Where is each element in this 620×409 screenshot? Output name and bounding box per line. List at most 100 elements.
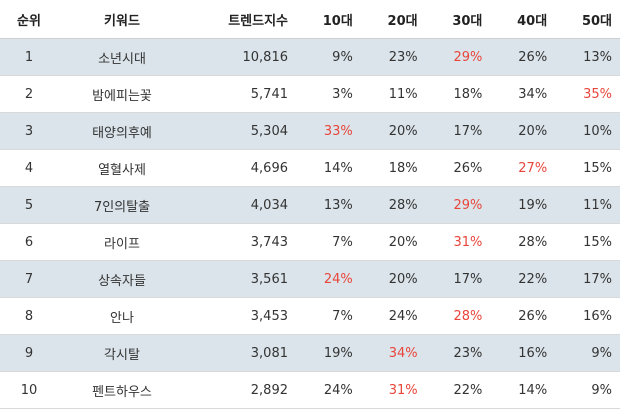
- header-age-50s: 50대: [555, 0, 620, 39]
- age-20s-cell: 24%: [360, 297, 426, 335]
- rank-cell: 6: [0, 223, 58, 261]
- table-row: 4 열혈사제 4,696 14% 18% 26% 27% 15%: [0, 149, 620, 187]
- age-10s-cell: 24%: [296, 371, 361, 409]
- rank-cell: 2: [0, 75, 58, 113]
- age-40s-cell: 22%: [490, 260, 556, 298]
- age-30s-cell: 28%: [425, 297, 491, 335]
- age-30s-cell: 29%: [425, 38, 491, 76]
- age-30s-cell: 29%: [425, 186, 491, 224]
- keyword-cell: 소년시대: [58, 38, 186, 76]
- age-10s-cell: 19%: [296, 334, 361, 372]
- age-40s-cell: 27%: [490, 149, 556, 187]
- age-10s-cell: 13%: [296, 186, 361, 224]
- rank-cell: 4: [0, 149, 58, 187]
- age-40s-cell: 20%: [490, 112, 556, 150]
- keyword-cell: 상속자들: [58, 260, 186, 298]
- table-row: 3 태양의후예 5,304 33% 20% 17% 20% 10%: [0, 112, 620, 150]
- rank-cell: 5: [0, 186, 58, 224]
- age-50s-cell: 13%: [555, 38, 620, 76]
- rank-cell: 9: [0, 334, 58, 372]
- keyword-cell: 각시탈: [58, 334, 186, 372]
- age-20s-cell: 28%: [360, 186, 426, 224]
- age-30s-cell: 22%: [425, 371, 491, 409]
- keyword-cell: 펜트하우스: [58, 371, 186, 409]
- age-20s-cell: 20%: [360, 112, 426, 150]
- age-50s-cell: 9%: [555, 334, 620, 372]
- age-40s-cell: 19%: [490, 186, 556, 224]
- age-20s-cell: 20%: [360, 260, 426, 298]
- header-age-30s: 30대: [425, 0, 491, 39]
- age-10s-cell: 3%: [296, 75, 361, 113]
- age-30s-cell: 17%: [425, 260, 491, 298]
- header-age-10s: 10대: [296, 0, 361, 39]
- header-keyword: 키워드: [58, 0, 186, 39]
- header-trend-index: 트렌드지수: [186, 0, 296, 39]
- header-age-40s: 40대: [490, 0, 556, 39]
- table-row: 8 안나 3,453 7% 24% 28% 26% 16%: [0, 297, 620, 335]
- age-20s-cell: 23%: [360, 38, 426, 76]
- age-20s-cell: 34%: [360, 334, 426, 372]
- age-10s-cell: 33%: [296, 112, 361, 150]
- keyword-cell: 7인의탈출: [58, 186, 186, 224]
- age-30s-cell: 17%: [425, 112, 491, 150]
- trend-index-cell: 3,561: [186, 260, 296, 298]
- trend-index-cell: 4,034: [186, 186, 296, 224]
- age-10s-cell: 9%: [296, 38, 361, 76]
- table-row: 9 각시탈 3,081 19% 34% 23% 16% 9%: [0, 334, 620, 372]
- age-50s-cell: 17%: [555, 260, 620, 298]
- table-row: 10 펜트하우스 2,892 24% 31% 22% 14% 9%: [0, 371, 620, 409]
- age-40s-cell: 16%: [490, 334, 556, 372]
- table-row: 6 라이프 3,743 7% 20% 31% 28% 15%: [0, 223, 620, 261]
- rank-cell: 1: [0, 38, 58, 76]
- age-10s-cell: 24%: [296, 260, 361, 298]
- trend-index-cell: 5,741: [186, 75, 296, 113]
- age-40s-cell: 26%: [490, 38, 556, 76]
- age-20s-cell: 11%: [360, 75, 426, 113]
- age-10s-cell: 14%: [296, 149, 361, 187]
- trend-index-cell: 4,696: [186, 149, 296, 187]
- age-50s-cell: 35%: [555, 75, 620, 113]
- keyword-cell: 안나: [58, 297, 186, 335]
- trend-index-cell: 3,453: [186, 297, 296, 335]
- age-40s-cell: 34%: [490, 75, 556, 113]
- rank-cell: 3: [0, 112, 58, 150]
- age-50s-cell: 11%: [555, 186, 620, 224]
- age-50s-cell: 16%: [555, 297, 620, 335]
- age-50s-cell: 15%: [555, 223, 620, 261]
- age-20s-cell: 18%: [360, 149, 426, 187]
- table-header: 순위 키워드 트렌드지수 10대 20대 30대 40대 50대: [0, 0, 620, 39]
- age-40s-cell: 28%: [490, 223, 556, 261]
- header-age-20s: 20대: [360, 0, 426, 39]
- age-30s-cell: 23%: [425, 334, 491, 372]
- header-row: 순위 키워드 트렌드지수 10대 20대 30대 40대 50대: [0, 0, 620, 39]
- age-10s-cell: 7%: [296, 223, 361, 261]
- age-40s-cell: 26%: [490, 297, 556, 335]
- header-rank: 순위: [0, 0, 58, 39]
- trend-index-cell: 3,743: [186, 223, 296, 261]
- trend-index-cell: 5,304: [186, 112, 296, 150]
- age-20s-cell: 31%: [360, 371, 426, 409]
- trend-index-cell: 3,081: [186, 334, 296, 372]
- rank-cell: 10: [0, 371, 58, 409]
- keyword-cell: 라이프: [58, 223, 186, 261]
- age-30s-cell: 31%: [425, 223, 491, 261]
- keyword-cell: 밤에피는꽃: [58, 75, 186, 113]
- age-20s-cell: 20%: [360, 223, 426, 261]
- age-30s-cell: 18%: [425, 75, 491, 113]
- table-row: 7 상속자들 3,561 24% 20% 17% 22% 17%: [0, 260, 620, 298]
- age-30s-cell: 26%: [425, 149, 491, 187]
- table-row: 2 밤에피는꽃 5,741 3% 11% 18% 34% 35%: [0, 75, 620, 113]
- trend-index-cell: 2,892: [186, 371, 296, 409]
- age-50s-cell: 10%: [555, 112, 620, 150]
- age-40s-cell: 14%: [490, 371, 556, 409]
- age-10s-cell: 7%: [296, 297, 361, 335]
- keyword-cell: 태양의후예: [58, 112, 186, 150]
- keyword-cell: 열혈사제: [58, 149, 186, 187]
- table-row: 1 소년시대 10,816 9% 23% 29% 26% 13%: [0, 38, 620, 76]
- age-50s-cell: 9%: [555, 371, 620, 409]
- table-row: 5 7인의탈출 4,034 13% 28% 29% 19% 11%: [0, 186, 620, 224]
- rank-cell: 8: [0, 297, 58, 335]
- rank-cell: 7: [0, 260, 58, 298]
